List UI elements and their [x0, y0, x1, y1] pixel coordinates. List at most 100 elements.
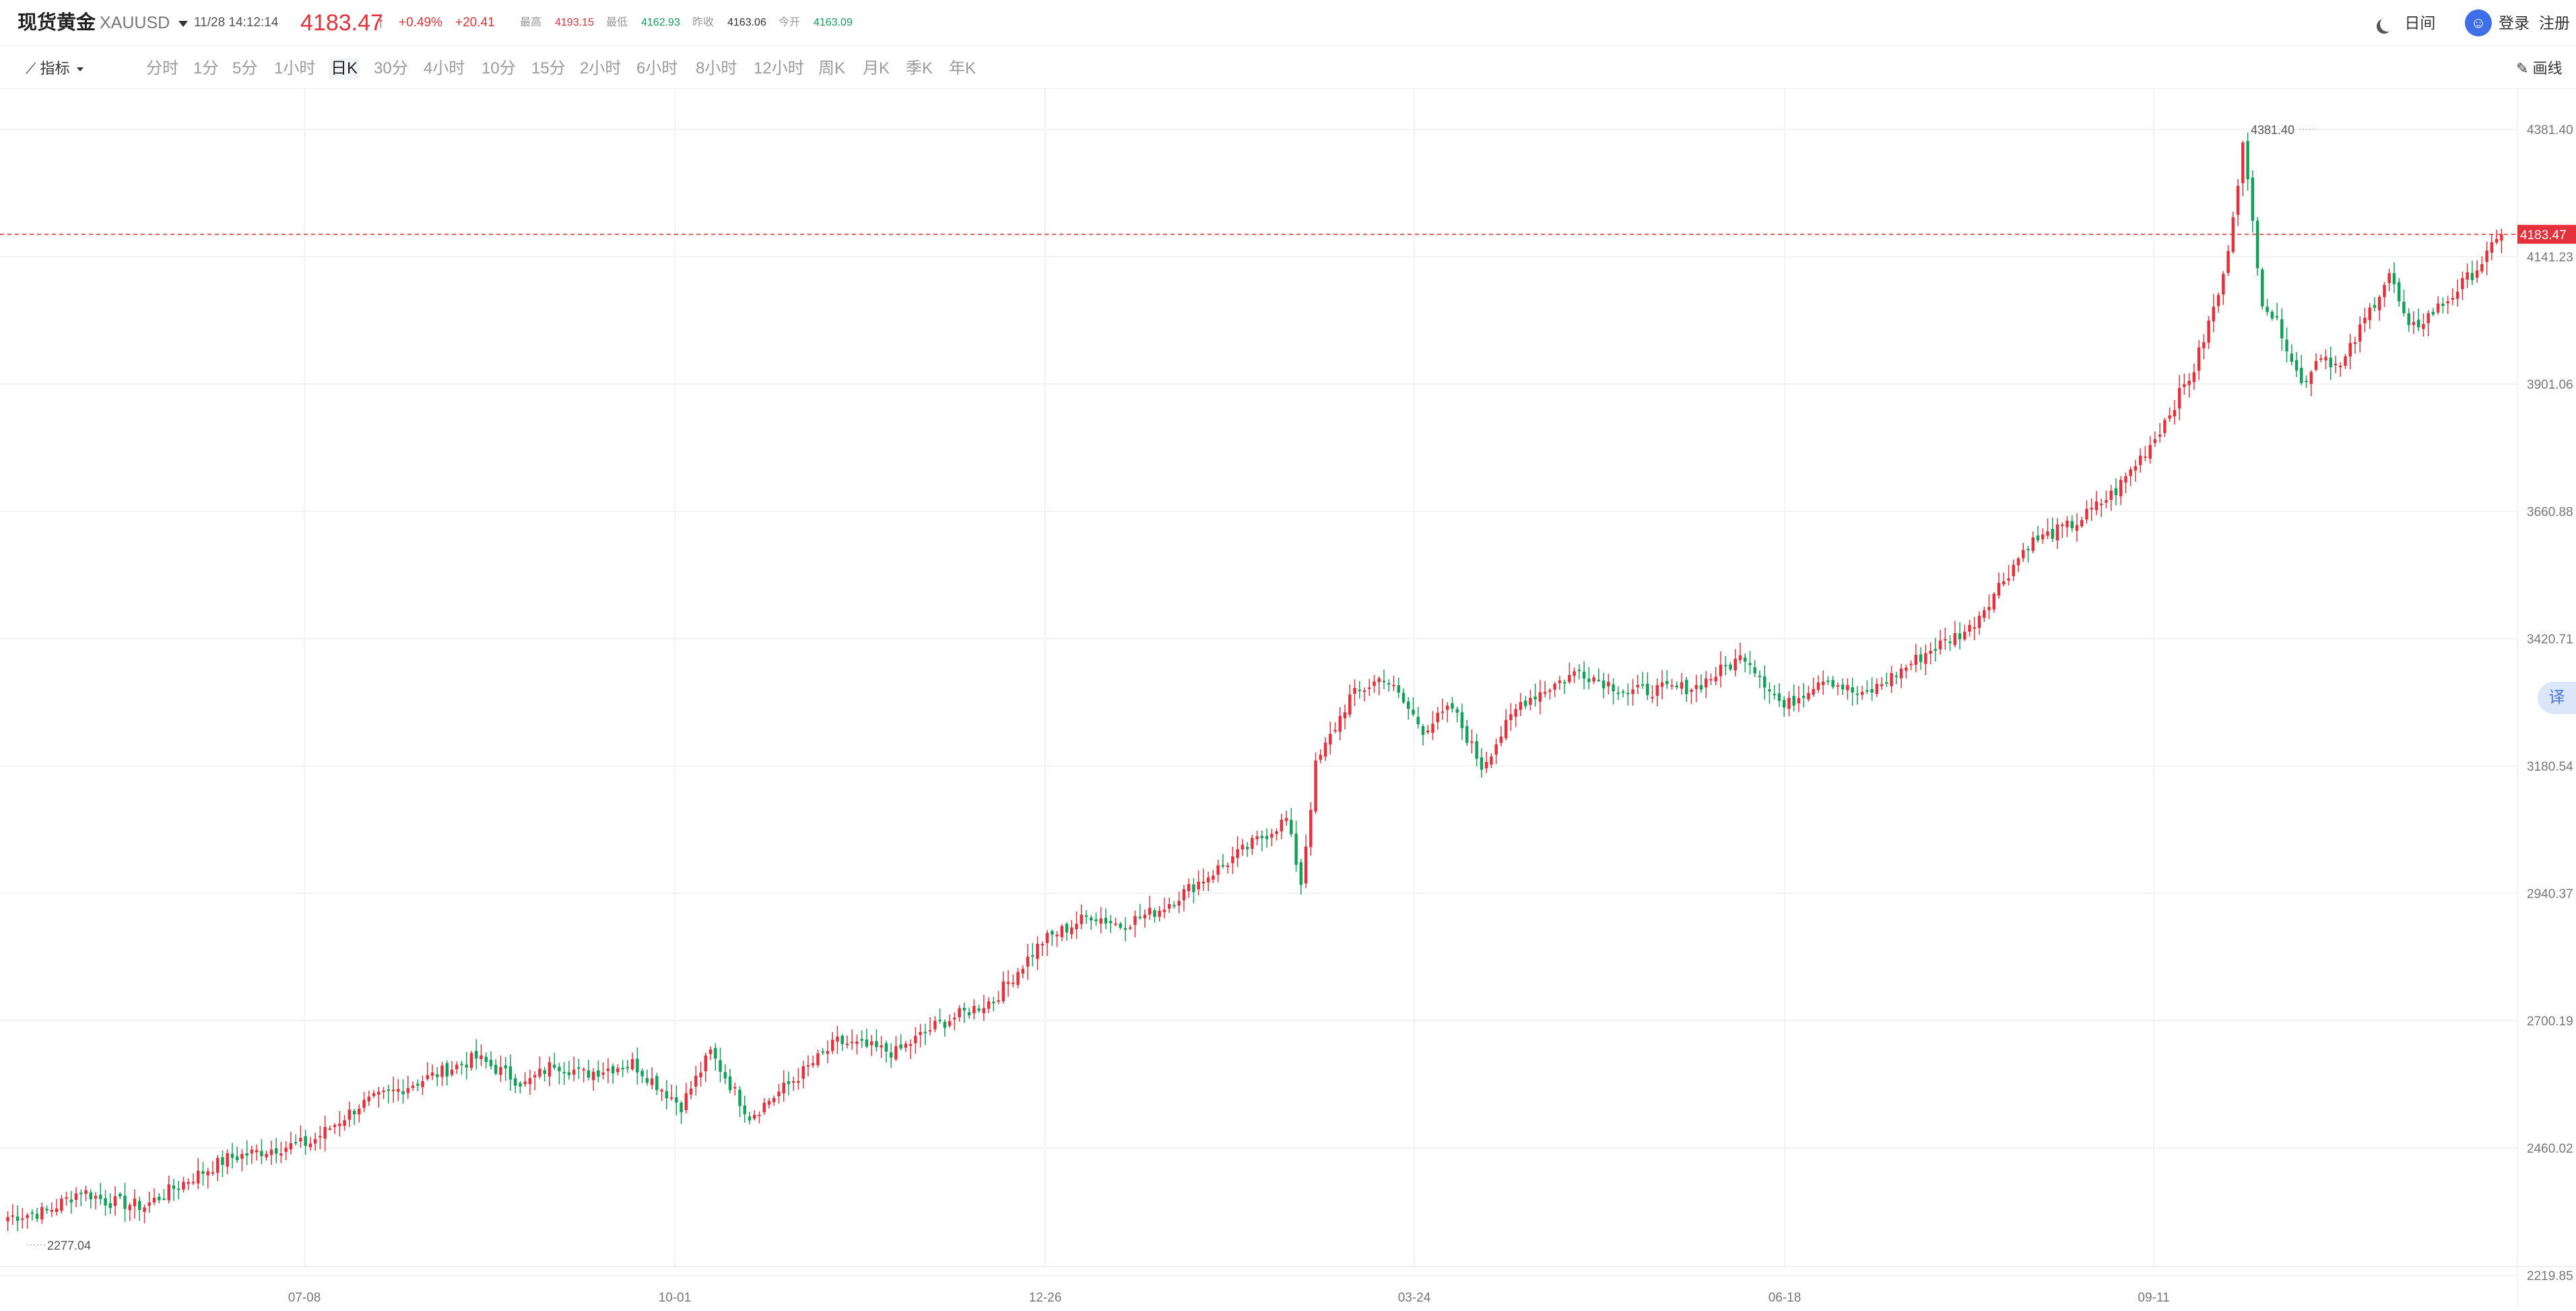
period-tab[interactable]: 年K [949, 59, 977, 77]
price-tick-label: 2700.19 [2527, 1015, 2573, 1029]
candle-up [372, 1089, 376, 1098]
period-tab[interactable]: 6小时 [636, 59, 678, 77]
symbol-label: XAUUSD [100, 13, 170, 32]
candle-body [1441, 711, 1445, 713]
candle-down [2255, 217, 2259, 276]
period-tab[interactable]: 30分 [374, 59, 408, 77]
login-link[interactable]: 登录 [2499, 14, 2530, 32]
candle-down [1768, 682, 1771, 704]
period-tab[interactable]: 2小时 [580, 59, 622, 77]
candle-up [914, 1027, 917, 1054]
candle-up [2383, 282, 2386, 307]
candle-body [2329, 357, 2333, 368]
candle-up [582, 1066, 585, 1083]
candle-body [923, 1031, 927, 1033]
period-tab[interactable]: 8小时 [696, 59, 737, 77]
stat-low-value: 4162.93 [641, 17, 680, 28]
candle-up [1607, 673, 1610, 695]
candle-body [1651, 697, 1654, 699]
candle-body [762, 1103, 766, 1112]
period-tab[interactable]: 1分 [193, 59, 219, 77]
candle-body [2051, 529, 2054, 539]
symbol-selector[interactable]: XAUUSD [100, 0, 189, 46]
candle-up [1738, 643, 1742, 664]
candle-up [133, 1189, 137, 1219]
day-night-toggle[interactable]: 日间 [2376, 0, 2435, 46]
register-link[interactable]: 注册 [2539, 14, 2570, 32]
chart-svg[interactable]: 4381.40 4141.23 3901.06 3660.88 3420.71 3180.… [0, 89, 2576, 1308]
period-tab[interactable]: 周K [818, 59, 846, 77]
candle-down [2280, 308, 2284, 351]
candle-up [2412, 311, 2416, 335]
candle-body [2348, 343, 2352, 357]
change-percent: +0.49% [399, 15, 442, 30]
candle-up [2231, 212, 2235, 254]
candle-body [1816, 682, 1820, 691]
candle-down [2251, 170, 2255, 233]
candle-body [787, 1081, 791, 1085]
candle-up [1660, 670, 1664, 700]
candle-down [1582, 661, 1586, 690]
avatar-icon[interactable]: ☺ [2465, 9, 2492, 36]
period-tab[interactable]: 10分 [482, 59, 516, 77]
candle-up [2480, 256, 2484, 274]
candle-down [79, 1189, 83, 1207]
time-tick-label: 03-24 [1398, 1291, 1431, 1305]
candle-body [1494, 744, 1498, 755]
period-tab-active[interactable]: 日K [329, 58, 360, 79]
candle-body [997, 1000, 1000, 1002]
period-tab[interactable]: 12小时 [754, 59, 804, 77]
candle-down [1934, 637, 1938, 662]
candle-body [55, 1208, 59, 1212]
candle-body [1114, 923, 1117, 925]
draw-line-button[interactable]: ✎ 画线 [2516, 58, 2563, 79]
candle-body [2090, 507, 2093, 510]
candle-up [1519, 693, 1523, 716]
candle-body [1523, 700, 1527, 707]
candle-down [1802, 682, 1806, 708]
candle-body [30, 1212, 34, 1214]
candle-up [2377, 295, 2381, 321]
candle-down [680, 1101, 683, 1124]
instrument-title: 现货黄金 [18, 12, 96, 34]
candlestick-chart[interactable]: 4381.40 4141.23 3901.06 3660.88 3420.71 3180.… [0, 89, 2576, 1311]
period-tab[interactable]: 分时 [146, 59, 178, 77]
candle-up [1162, 897, 1166, 919]
period-tab[interactable]: 1小时 [274, 59, 316, 77]
period-tab[interactable]: 季K [906, 59, 933, 77]
candle-up [2461, 271, 2464, 300]
candle-body [250, 1149, 254, 1154]
candle-body [1109, 921, 1113, 924]
candle-body [89, 1192, 93, 1200]
candle-body [2129, 469, 2132, 476]
candle-body [323, 1126, 327, 1139]
candle-body [2373, 305, 2377, 308]
period-tab[interactable]: 月K [863, 59, 890, 77]
candle-body [1548, 690, 1552, 692]
candle-body [1304, 846, 1308, 884]
period-tab[interactable]: 15分 [531, 59, 566, 77]
candle-body [1846, 684, 1849, 691]
side-panel-toggle[interactable]: 译 [2538, 682, 2576, 714]
candle-body [2197, 347, 2201, 371]
candle-body [2294, 360, 2299, 371]
period-tab[interactable]: 4小时 [424, 59, 465, 77]
candle-up [421, 1075, 424, 1095]
candle-up [2192, 363, 2196, 390]
period-tab[interactable]: 5分 [232, 59, 258, 77]
candle-body [1490, 757, 1493, 765]
candle-up [758, 1111, 761, 1124]
candle-up [1041, 941, 1045, 956]
candle-body [143, 1207, 146, 1212]
candle-up [806, 1055, 810, 1077]
candle-down [665, 1080, 669, 1110]
candle-body [426, 1075, 430, 1079]
candle-body [1051, 931, 1054, 935]
candle-body [821, 1051, 824, 1053]
candle-up [684, 1083, 688, 1114]
candle-body [138, 1201, 141, 1210]
candle-up [2353, 336, 2357, 354]
candle-body [1587, 678, 1591, 682]
candle-down [2275, 302, 2279, 321]
indicator-button[interactable]: ⟋ 指标 [26, 58, 84, 79]
